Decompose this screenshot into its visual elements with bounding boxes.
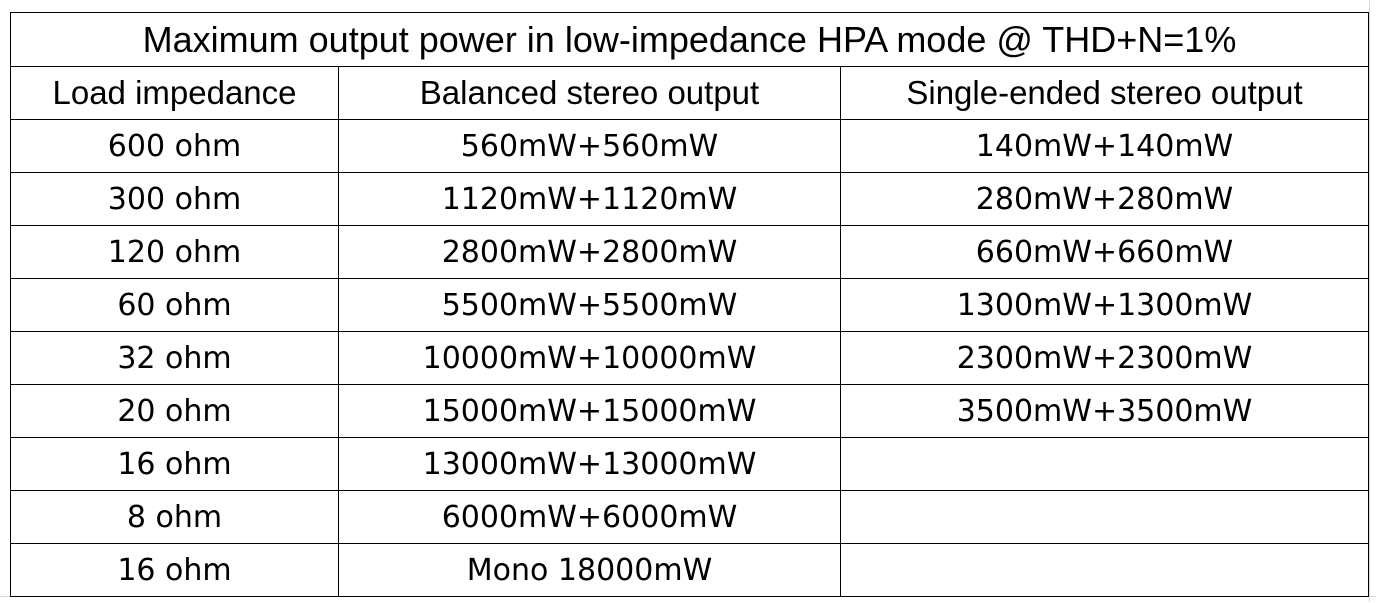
cell-single-ended[interactable] xyxy=(839,437,1370,491)
cell-load[interactable]: 300 ohm xyxy=(10,172,339,226)
cell-balanced[interactable]: 5500mW+5500mW xyxy=(338,278,841,332)
cell-load[interactable]: 8 ohm xyxy=(10,490,339,544)
cell-load[interactable]: 120 ohm xyxy=(10,225,339,279)
table-title[interactable]: Maximum output power in low-impedance HP… xyxy=(9,12,1370,67)
cell-balanced[interactable]: 6000mW+6000mW xyxy=(338,490,841,544)
cell-load[interactable]: 20 ohm xyxy=(10,384,339,438)
cell-balanced[interactable]: 10000mW+10000mW xyxy=(338,331,841,385)
cell-single-ended[interactable] xyxy=(839,543,1370,597)
cell-single-ended[interactable] xyxy=(839,490,1370,544)
power-table: Maximum output power in low-impedance HP… xyxy=(9,12,1370,597)
table-row: 60 ohm 5500mW+5500mW 1300mW+1300mW xyxy=(10,278,1370,332)
header-load-impedance[interactable]: Load impedance xyxy=(10,66,339,120)
table-row: 20 ohm 15000mW+15000mW 3500mW+3500mW xyxy=(10,384,1370,438)
gridline-right xyxy=(1369,0,1376,602)
table-row: 600 ohm 560mW+560mW 140mW+140mW xyxy=(10,119,1370,173)
cell-balanced[interactable]: 2800mW+2800mW xyxy=(338,225,841,279)
cell-balanced[interactable]: 1120mW+1120mW xyxy=(338,172,841,226)
gridline-bottom xyxy=(0,596,1376,603)
table-row: 32 ohm 10000mW+10000mW 2300mW+2300mW xyxy=(10,331,1370,385)
table-row: 120 ohm 2800mW+2800mW 660mW+660mW xyxy=(10,225,1370,279)
table-row: 8 ohm 6000mW+6000mW xyxy=(10,490,1370,544)
cell-load[interactable]: 16 ohm xyxy=(10,543,339,597)
cell-balanced[interactable]: Mono 18000mW xyxy=(338,543,841,597)
cell-single-ended[interactable]: 2300mW+2300mW xyxy=(839,331,1370,385)
header-single-ended-output[interactable]: Single-ended stereo output xyxy=(839,66,1370,120)
cell-load[interactable]: 32 ohm xyxy=(10,331,339,385)
cell-load[interactable]: 60 ohm xyxy=(10,278,339,332)
cell-balanced[interactable]: 560mW+560mW xyxy=(338,119,841,173)
header-row: Load impedance Balanced stereo output Si… xyxy=(10,66,1370,120)
cell-single-ended[interactable]: 280mW+280mW xyxy=(839,172,1370,226)
cell-load[interactable]: 600 ohm xyxy=(10,119,339,173)
cell-single-ended[interactable]: 660mW+660mW xyxy=(839,225,1370,279)
table-row: 300 ohm 1120mW+1120mW 280mW+280mW xyxy=(10,172,1370,226)
cell-balanced[interactable]: 15000mW+15000mW xyxy=(338,384,841,438)
cell-balanced[interactable]: 13000mW+13000mW xyxy=(338,437,841,491)
cell-single-ended[interactable]: 1300mW+1300mW xyxy=(839,278,1370,332)
table-row: 16 ohm Mono 18000mW xyxy=(10,543,1370,597)
cell-load[interactable]: 16 ohm xyxy=(10,437,339,491)
table-row: 16 ohm 13000mW+13000mW xyxy=(10,437,1370,491)
header-balanced-output[interactable]: Balanced stereo output xyxy=(338,66,841,120)
cell-single-ended[interactable]: 140mW+140mW xyxy=(839,119,1370,173)
title-row: Maximum output power in low-impedance HP… xyxy=(9,12,1370,67)
cell-single-ended[interactable]: 3500mW+3500mW xyxy=(839,384,1370,438)
